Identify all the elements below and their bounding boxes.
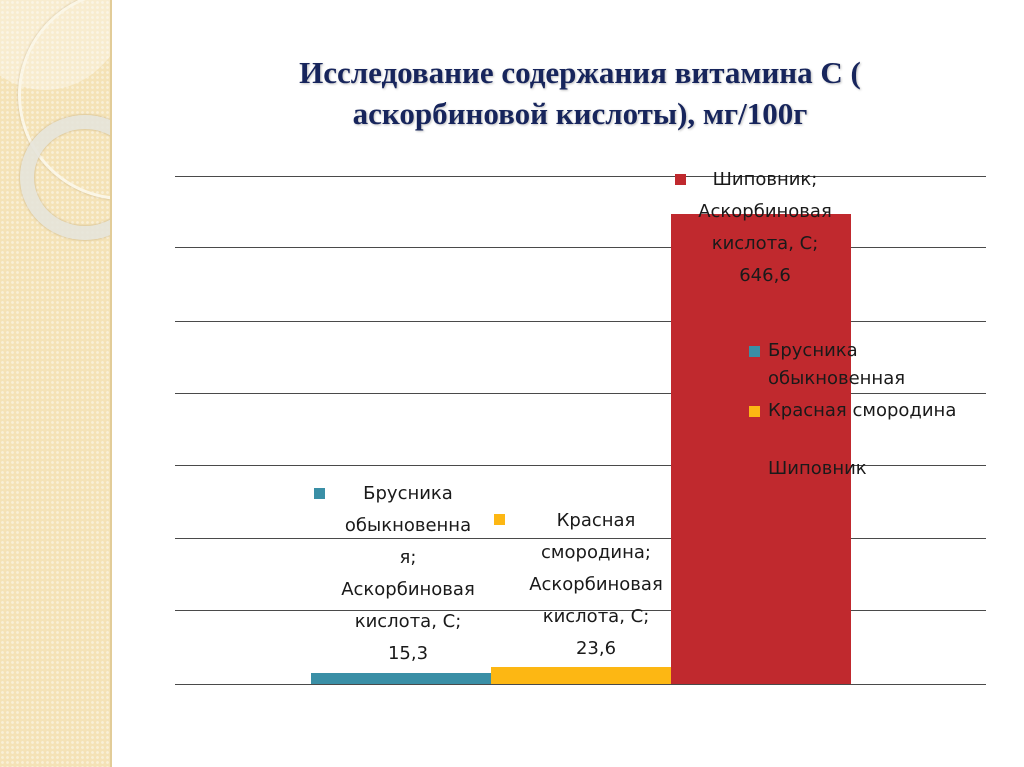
data-label-brusnika: Брусника обыкновенна я; Аскорбиновая кис… [314,478,498,670]
legend-swatch-icon [749,406,760,417]
legend-item-brusnika: Брусника обыкновенная [746,337,1006,393]
title-line-2: аскорбиновой кислоты), мг/100г [352,96,808,131]
x-axis-baseline [175,684,986,685]
gridline [175,321,986,322]
label-line: я; [399,547,417,568]
marker-brusnika-icon [314,488,325,499]
decorative-side-band [0,0,112,767]
gridline [175,538,986,539]
legend-label: Брусника [768,340,858,361]
data-label-smorodina: Красная смородина; Аскорбиновая кислота,… [494,505,686,665]
label-line: обыкновенна [344,515,472,536]
gridline [175,610,986,611]
label-line: Аскорбиновая [341,579,475,600]
label-line: кислота, С; [354,611,462,632]
label-line: 15,3 [387,643,429,664]
legend-label: Шиповник [768,458,867,479]
title-line-1: Исследование содержания витамина С ( [299,55,861,90]
label-line: кислота, С; [711,233,819,254]
legend-label: обыкновенная [768,368,906,389]
legend-item-smorodina: Красная смородина [746,397,1006,425]
label-line: 646,6 [739,265,791,286]
gridline [175,465,986,466]
label-line: Шиповник; [712,169,818,190]
label-line: 23,6 [575,638,617,659]
marker-smorodina-icon [494,514,505,525]
chart-legend: Брусника обыкновенная Красная смородина … [746,337,1006,483]
gridline [175,247,986,248]
legend-label: Красная смородина [768,400,957,421]
label-line: Аскорбиновая [698,201,832,222]
chart-plot-area [175,176,986,685]
legend-swatch-icon [749,346,760,357]
bar-smorodina [491,667,671,684]
label-line: смородина; [541,542,651,563]
label-line: Красная [556,510,636,531]
legend-item-shipovnik: Шиповник [746,455,1006,483]
legend-swatch-icon [749,464,760,475]
label-line: Аскорбиновая [529,574,663,595]
slide-title: Исследование содержания витамина С ( аск… [160,52,1000,134]
bar-shipovnik [671,214,851,684]
gridline [175,393,986,394]
marker-shipovnik-icon [675,174,686,185]
label-line: кислота, С; [542,606,650,627]
gridline [175,176,986,177]
bar-brusnika [311,673,491,684]
data-label-shipovnik: Шиповник; Аскорбиновая кислота, С; 646,6 [675,164,855,292]
label-line: Брусника [363,483,453,504]
